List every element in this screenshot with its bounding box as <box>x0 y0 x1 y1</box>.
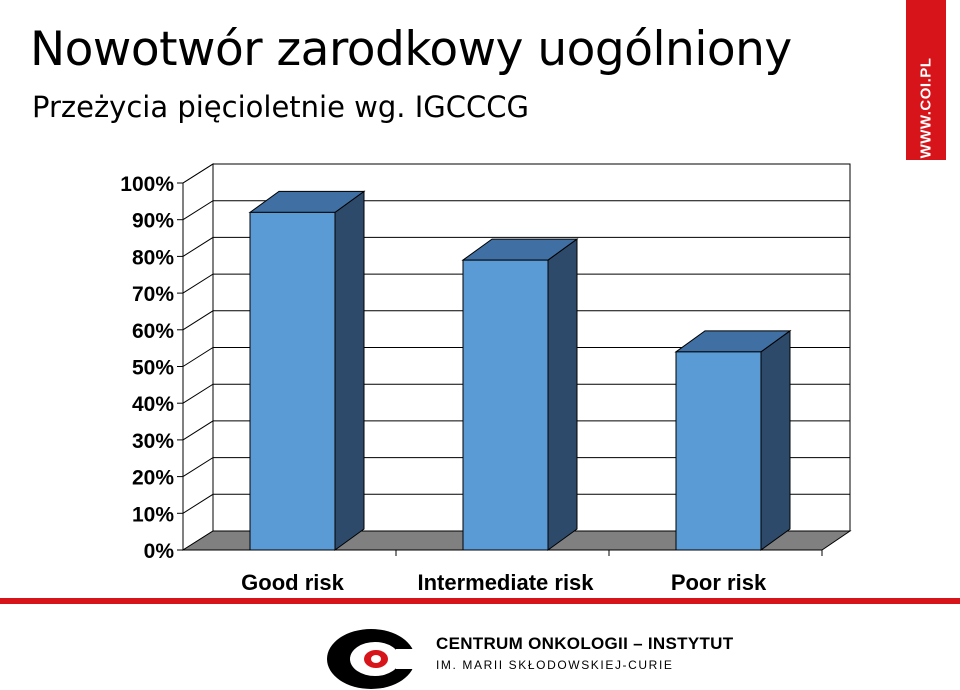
gridline <box>182 236 850 257</box>
gridline <box>182 163 850 184</box>
bar-front <box>249 211 336 551</box>
y-tick-label: 70% <box>132 283 174 306</box>
y-tick-label: 30% <box>132 430 174 453</box>
gridline <box>182 273 850 294</box>
y-tick-label: 100% <box>120 173 174 196</box>
bar <box>248 190 366 551</box>
y-tick-label: 50% <box>132 357 174 380</box>
org-subtitle: IM. MARII SKŁODOWSKIEJ-CURIE <box>436 658 674 672</box>
org-name: CENTRUM ONKOLOGII – INSTYTUT <box>436 634 734 653</box>
gridline <box>182 347 850 367</box>
y-tick-label: 80% <box>132 246 174 269</box>
y-tick-label: 0% <box>144 540 175 563</box>
y-tick-label: 90% <box>132 210 174 233</box>
bar-front <box>675 351 762 551</box>
gridline <box>182 310 850 331</box>
bar-side <box>547 238 578 551</box>
gridline <box>182 200 850 221</box>
website-tag[interactable]: WWW.COI.PL <box>906 0 946 160</box>
y-tick-label: 20% <box>132 467 174 490</box>
coi-logo-icon <box>327 629 430 689</box>
x-tick-label: Intermediate risk <box>417 570 594 595</box>
gridline <box>182 457 850 478</box>
bar-side <box>760 329 791 551</box>
y-tick-label: 10% <box>132 503 174 526</box>
bar-front <box>462 259 549 551</box>
gridline <box>182 493 850 514</box>
slide-title: Nowotwór zarodkowy uogólniony <box>30 22 792 77</box>
bar-side <box>334 190 365 551</box>
survival-bar-chart: 0% 10% 20% 30% 40% 50% 60% 70% 80% 90% 100% Good ri… <box>120 163 852 595</box>
footer-divider <box>0 598 960 604</box>
y-tick-label: 40% <box>132 393 174 416</box>
x-tick-label: Poor risk <box>671 570 767 595</box>
bar <box>461 238 579 551</box>
x-tick-label: Good risk <box>241 570 344 595</box>
slide-subtitle: Przeżycia pięcioletnie wg. IGCCCG <box>32 90 529 124</box>
gridline <box>182 383 850 404</box>
y-tick-label: 60% <box>132 320 174 343</box>
bar <box>674 329 792 551</box>
gridline <box>182 420 850 441</box>
